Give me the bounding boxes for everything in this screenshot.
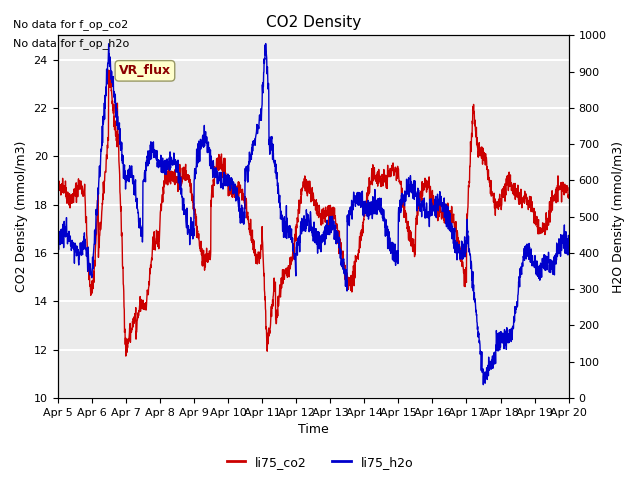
Line: li75_h2o: li75_h2o (58, 44, 569, 384)
li75_co2 (105, 67, 113, 73)
Title: CO2 Density: CO2 Density (266, 15, 361, 30)
Y-axis label: H2O Density (mmol/m3): H2O Density (mmol/m3) (612, 141, 625, 293)
li75_co2 (550, 197, 558, 203)
li75_h2o (456, 248, 464, 254)
li75_co2 (565, 195, 573, 201)
li75_h2o (80, 246, 88, 252)
li75_co2 (54, 187, 61, 193)
Text: No data for f_op_co2: No data for f_op_co2 (13, 19, 128, 30)
li75_co2 (80, 190, 88, 195)
Line: li75_co2: li75_co2 (58, 70, 569, 356)
li75_co2 (303, 183, 310, 189)
li75_h2o (479, 382, 487, 387)
X-axis label: Time: Time (298, 423, 328, 436)
li75_h2o (303, 207, 310, 213)
li75_h2o (550, 272, 558, 278)
Text: No data for f_op_h2o: No data for f_op_h2o (13, 38, 129, 49)
Text: VR_flux: VR_flux (119, 64, 171, 77)
li75_co2 (289, 256, 297, 262)
li75_co2 (457, 258, 465, 264)
Y-axis label: CO2 Density (mmol/m3): CO2 Density (mmol/m3) (15, 141, 28, 292)
li75_h2o (565, 240, 573, 246)
li75_h2o (550, 263, 558, 269)
li75_h2o (54, 243, 61, 249)
li75_h2o (289, 248, 296, 253)
li75_co2 (122, 353, 130, 359)
li75_h2o (262, 41, 269, 47)
Legend: li75_co2, li75_h2o: li75_co2, li75_h2o (221, 451, 419, 474)
li75_co2 (550, 194, 558, 200)
